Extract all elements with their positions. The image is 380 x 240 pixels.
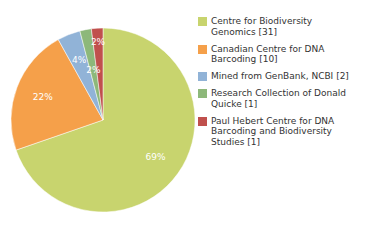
- html-text:Research Collection of Donald: Research Collection of Donald Quicke [1]: [211, 88, 346, 109]
- html-text:Canadian Centre for DNA Barcod: Canadian Centre for DNA Barcoding [10]: [211, 43, 325, 65]
- svg-text:2%: 2%: [91, 37, 106, 47]
- html-text:Centre for Biodiversity Genomi: Centre for Biodiversity Genomics [31]: [211, 16, 313, 37]
- html-text:Mined from GenBank, NCBI [2]: Mined from GenBank, NCBI [2]: [211, 71, 349, 82]
- html-text:Paul Hebert Centre for DNA Bar: Paul Hebert Centre for DNA Barcoding and…: [211, 115, 335, 148]
- svg-text:69%: 69%: [145, 152, 165, 162]
- svg-text:4%: 4%: [72, 55, 87, 65]
- svg-text:22%: 22%: [33, 92, 53, 102]
- svg-text:2%: 2%: [86, 65, 101, 75]
